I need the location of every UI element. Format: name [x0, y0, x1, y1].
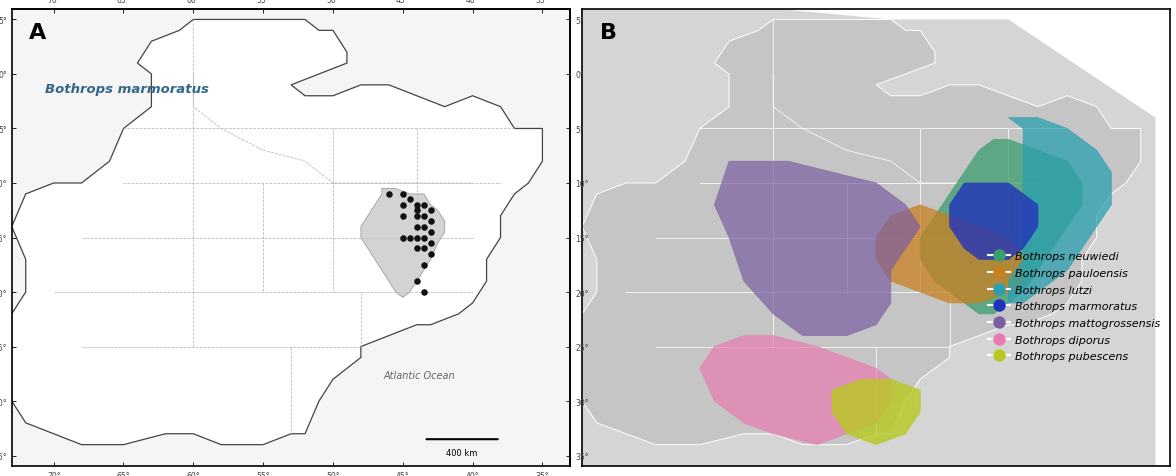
Point	[407, 212, 426, 220]
Polygon shape	[714, 162, 920, 336]
Text: Atlantic Ocean: Atlantic Ocean	[383, 370, 455, 380]
Text: 400 km: 400 km	[447, 448, 477, 457]
Polygon shape	[1008, 119, 1111, 303]
Text: B: B	[600, 23, 616, 43]
Polygon shape	[949, 184, 1037, 260]
Polygon shape	[12, 20, 542, 445]
Point	[414, 288, 433, 296]
Point	[394, 191, 413, 198]
Point	[407, 201, 426, 209]
Point	[394, 234, 413, 242]
Point	[421, 218, 440, 226]
Point	[421, 239, 440, 247]
Text: Bothrops marmoratus: Bothrops marmoratus	[45, 83, 209, 96]
Polygon shape	[876, 205, 1023, 303]
Polygon shape	[582, 10, 1155, 466]
Point	[407, 234, 426, 242]
Point	[421, 229, 440, 237]
Polygon shape	[582, 20, 1141, 445]
Point	[414, 212, 433, 220]
Legend: Bothrops neuwiedi, Bothrops pauloensis, Bothrops lutzi, Bothrops marmoratus, Bot: Bothrops neuwiedi, Bothrops pauloensis, …	[984, 247, 1164, 366]
Polygon shape	[361, 189, 445, 298]
Point	[414, 261, 433, 269]
Point	[400, 234, 419, 242]
Point	[407, 223, 426, 231]
Point	[400, 196, 419, 204]
Polygon shape	[920, 140, 1082, 314]
Point	[407, 207, 426, 215]
Point	[414, 223, 433, 231]
Point	[407, 278, 426, 285]
Polygon shape	[831, 379, 920, 445]
Point	[380, 191, 399, 198]
Point	[414, 201, 433, 209]
Point	[394, 212, 413, 220]
Point	[407, 245, 426, 253]
Point	[414, 245, 433, 253]
Text: A: A	[28, 23, 46, 43]
Point	[414, 234, 433, 242]
Polygon shape	[700, 336, 891, 445]
Point	[421, 207, 440, 215]
Point	[394, 201, 413, 209]
Point	[421, 250, 440, 258]
